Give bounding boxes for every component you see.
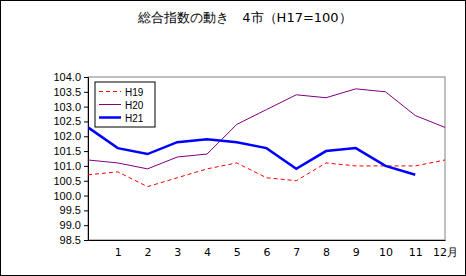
x-tick-label: 3 [174, 246, 181, 259]
legend-label: H20 [125, 100, 144, 111]
y-tick-mark [84, 107, 88, 108]
legend-label: H19 [125, 87, 144, 98]
legend-swatch [99, 104, 121, 105]
x-tick: 8 [323, 240, 330, 259]
x-tick: 1 [115, 240, 122, 259]
y-tick-mark [84, 77, 88, 78]
y-tick-label: 98.5 [60, 234, 81, 246]
y-tick: 102.5 [53, 115, 88, 127]
y-tick: 102.0 [53, 130, 88, 142]
x-tick: 2 [145, 240, 152, 259]
x-tick: 12月 [433, 240, 458, 259]
x-tick-label: 10 [379, 246, 393, 259]
y-tick-mark [84, 181, 88, 182]
y-tick: 99.0 [60, 219, 88, 231]
x-tick-label: 7 [293, 246, 300, 259]
y-tick: 98.5 [60, 234, 88, 246]
y-tick-label: 99.0 [60, 219, 81, 231]
x-tick-label: 11 [409, 246, 423, 259]
y-tick-label: 100.5 [53, 175, 81, 187]
lines [88, 89, 445, 187]
plot: 98.599.099.5100.0100.5101.0101.5102.0102… [53, 71, 458, 259]
legend-label: H21 [125, 113, 144, 124]
x-tick: 3 [174, 240, 181, 259]
y-tick: 101.0 [53, 160, 88, 172]
x-axis: 1 2 3 4 5 6 7 8 9 10 11 12月 [89, 240, 459, 259]
y-tick-mark [84, 151, 88, 152]
x-tick-label: 4 [204, 246, 211, 259]
x-tick: 11 [409, 240, 423, 259]
series-line [88, 127, 415, 174]
x-tick-label: 1 [115, 246, 122, 259]
x-tick: 9 [353, 240, 360, 259]
x-tick: 5 [234, 240, 241, 259]
y-tick-label: 103.0 [53, 101, 81, 113]
y-axis: 98.5 99.0 99.5 100.0 100.5 101.0 101.5 102.0 102… [53, 71, 88, 246]
y-tick: 100.5 [53, 175, 88, 187]
y-tick-label: 101.0 [53, 160, 81, 172]
y-tick: 103.5 [53, 86, 88, 98]
x-tick: 7 [293, 240, 300, 259]
y-tick-label: 101.5 [53, 145, 81, 157]
series-line [88, 89, 445, 169]
x-axis-line [89, 240, 446, 241]
y-tick-mark [84, 166, 88, 167]
y-tick-label: 103.5 [53, 86, 81, 98]
y-tick-label: 99.5 [60, 204, 81, 216]
y-tick: 101.5 [53, 145, 88, 157]
y-tick-label: 102.5 [53, 115, 81, 127]
chart-border [1, 1, 466, 276]
y-tick-mark [84, 225, 88, 226]
x-tick: 10 [379, 240, 393, 259]
x-tick: 4 [204, 240, 211, 259]
y-tick: 104.0 [53, 71, 88, 83]
plot-frame [88, 77, 445, 240]
title: 総合指数の動き 4市（H17=100） [137, 10, 351, 25]
y-tick: 100.0 [53, 190, 88, 202]
x-tick-label: 2 [145, 246, 152, 259]
y-tick-mark [84, 136, 88, 137]
legend-box [95, 82, 155, 127]
legend-swatch [99, 116, 121, 119]
x-tick-label: 6 [264, 246, 271, 259]
y-tick-label: 100.0 [53, 190, 81, 202]
y-tick: 99.5 [60, 204, 88, 216]
series-line [88, 160, 445, 187]
legend: H19 H20 H21 [95, 82, 155, 127]
x-tick-label: 8 [323, 246, 330, 259]
y-tick-mark [84, 196, 88, 197]
x-tick-label: 5 [234, 246, 241, 259]
y-tick-mark [84, 240, 88, 241]
y-tick-label: 102.0 [53, 130, 81, 142]
y-tick: 103.0 [53, 101, 88, 113]
legend-swatch [99, 91, 121, 92]
y-axis-line [84, 78, 89, 241]
chart: 総合指数の動き 4市（H17=100） 98.5 99.0 99.5 100.0 100.… [0, 0, 466, 276]
y-tick-mark [84, 121, 88, 122]
x-tick-label: 12月 [433, 246, 458, 259]
y-tick-mark [84, 92, 88, 93]
x-tick-label: 9 [353, 246, 360, 259]
y-tick-label: 104.0 [53, 71, 81, 83]
y-tick-mark [84, 210, 88, 211]
x-tick: 6 [264, 240, 271, 259]
